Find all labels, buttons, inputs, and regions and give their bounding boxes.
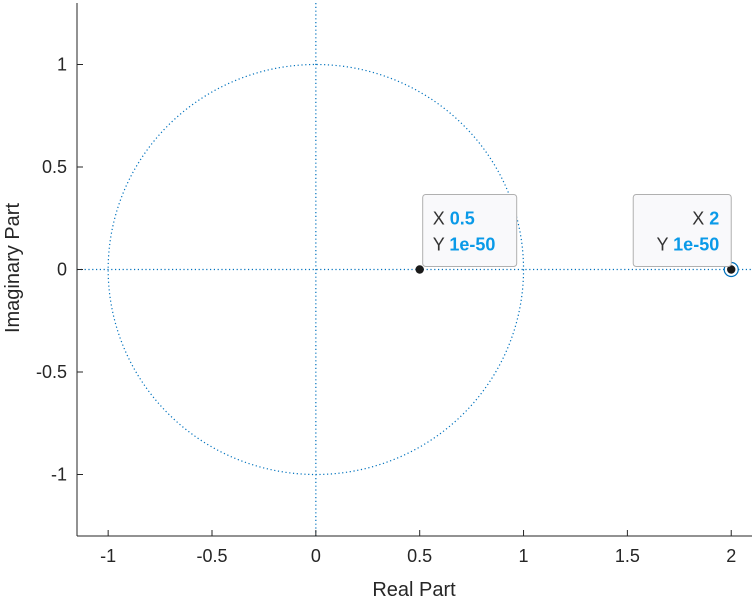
x-tick-label: 0.5 [407,546,432,566]
datatip-x-value: 2 [709,209,719,229]
axes-layer: -1 -0.5 0 0.5 1 1.5 2 -1 -0.5 0 0.5 1 [36,3,752,566]
plot-layer [77,3,752,536]
data-point [415,265,424,274]
y-tick-label: 1 [57,55,67,75]
y-tick-label: -1 [51,465,67,485]
y-tick-label: -0.5 [36,362,67,382]
datatip-y-value: 1e-50 [673,235,719,255]
datatip: X 2 Y 1e-50 [632,194,732,267]
datatip-x-label: X [692,209,709,229]
datatip-box [422,194,518,267]
y-tick-label: 0 [57,260,67,280]
datatip-y-label: Y [656,235,673,255]
datatip-y-text: Y 1e-50 [656,235,719,255]
datatip-x-text: X 0.5 [433,209,475,229]
datatip-x-label: X [433,209,450,229]
datatip-y-value: 1e-50 [449,235,495,255]
datatip-box [632,194,732,267]
datatip-layer: X 0.5Y 1e-50X 2Y 1e-50 [422,194,732,267]
y-tick-label: 0.5 [42,157,67,177]
x-axis-label: Real Part [372,579,456,600]
x-tick-label: -1 [100,546,116,566]
data-point [727,265,736,274]
x-tick-label: 0 [311,546,321,566]
datatip: X 0.5Y 1e-50 [422,194,518,267]
x-tick-label: 1 [519,546,529,566]
x-tick-label: 2 [726,546,736,566]
x-tick-label: 1.5 [615,546,640,566]
y-axis-label: Imaginary Part [2,203,24,333]
datatip-x-value: 0.5 [450,209,475,229]
datatip-y-text: Y 1e-50 [433,235,496,255]
x-tick-label: -0.5 [196,546,227,566]
datatip-y-label: Y [433,235,450,255]
datatip-x-text: X 2 [692,209,719,229]
